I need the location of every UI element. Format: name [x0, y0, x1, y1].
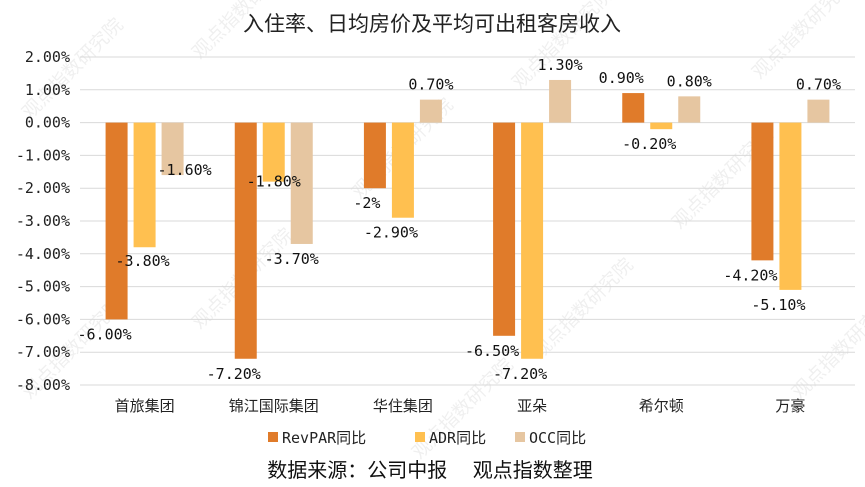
- bar: [521, 122, 544, 359]
- y-tick-label: -5.00%: [16, 278, 70, 296]
- y-tick-label: -4.00%: [16, 245, 70, 263]
- x-category-label: 首旅集团: [115, 397, 175, 415]
- legend-swatch: [268, 432, 278, 442]
- legend-label: OCC同比: [529, 429, 586, 447]
- x-category-label: 万豪: [775, 397, 805, 415]
- data-label: -2.90%: [364, 224, 418, 242]
- legend-item: ADR同比: [415, 429, 486, 447]
- x-category-label: 希尔顿: [639, 397, 684, 415]
- bar: [262, 122, 285, 182]
- data-label: -4.20%: [723, 266, 777, 284]
- data-label: -5.10%: [751, 296, 805, 314]
- data-label: -1.80%: [247, 173, 301, 191]
- x-category-label: 锦江国际集团: [229, 397, 319, 415]
- y-tick-label: -7.00%: [16, 343, 70, 361]
- legend-label: RevPAR同比: [282, 429, 366, 447]
- x-axis: 首旅集团 锦江国际集团 华住集团 亚朵 希尔顿 万豪: [115, 397, 806, 415]
- data-label: -7.20%: [207, 365, 261, 383]
- data-label: -7.20%: [493, 365, 547, 383]
- plot-area: [105, 79, 830, 359]
- bar: [751, 122, 774, 261]
- y-tick-label: 2.00%: [25, 48, 70, 66]
- data-label: -1.60%: [157, 161, 211, 179]
- legend-item: OCC同比: [515, 429, 586, 447]
- bar: [549, 79, 572, 123]
- bar: [234, 122, 257, 359]
- bar: [622, 93, 645, 123]
- legend-label: ADR同比: [429, 429, 486, 447]
- bar: [391, 122, 414, 218]
- data-label: -2%: [353, 194, 380, 212]
- bar: [419, 99, 442, 123]
- data-label: -6.50%: [465, 342, 519, 360]
- data-label: -3.80%: [115, 252, 169, 270]
- data-label: 1.30%: [538, 56, 583, 74]
- data-label: -6.00%: [77, 325, 131, 343]
- watermark-text: 观点指数研究院: [748, 0, 858, 84]
- chart-title: 入住率、日均房价及平均可出租客房收入: [243, 12, 621, 36]
- x-category-label: 亚朵: [517, 397, 547, 415]
- bar: [105, 122, 128, 320]
- legend-swatch: [515, 432, 525, 442]
- bar: [807, 99, 830, 123]
- y-tick-label: 1.00%: [25, 81, 70, 99]
- y-axis: 2.00% 1.00% 0.00% -1.00% -2.00% -3.00% -4.00% -…: [16, 48, 70, 394]
- bar: [363, 122, 386, 189]
- source-note: 数据来源：公司中报 观点指数整理: [267, 458, 592, 482]
- y-tick-label: -8.00%: [16, 376, 70, 394]
- bar: [779, 122, 802, 290]
- gridlines: [80, 56, 855, 386]
- data-label: 0.70%: [408, 76, 453, 94]
- bar: [650, 122, 673, 130]
- data-label: 0.90%: [599, 69, 644, 87]
- legend-swatch: [415, 432, 425, 442]
- y-tick-label: -1.00%: [16, 146, 70, 164]
- bar: [290, 122, 313, 244]
- legend: RevPAR同比 ADR同比 OCC同比: [268, 429, 586, 447]
- y-tick-label: -6.00%: [16, 310, 70, 328]
- legend-item: RevPAR同比: [268, 429, 366, 447]
- data-label: 0.80%: [667, 72, 712, 90]
- y-tick-label: 0.00%: [25, 114, 70, 132]
- bar: [161, 122, 184, 176]
- watermark-text: 观点指数研究院: [18, 14, 128, 124]
- x-category-label: 华住集团: [373, 397, 433, 415]
- data-label: 0.70%: [796, 76, 841, 94]
- y-tick-label: -2.00%: [16, 179, 70, 197]
- bar: [133, 122, 156, 248]
- data-label: -0.20%: [622, 135, 676, 153]
- watermark-text: 观点指数研究院: [528, 254, 638, 364]
- bar: [678, 96, 701, 123]
- data-label: -3.70%: [265, 250, 319, 268]
- data-labels: -6.00% -7.20% -2% -6.50% 0.90% -4.20% -3.80% -1…: [77, 56, 841, 383]
- y-tick-label: -3.00%: [16, 212, 70, 230]
- bar: [493, 122, 516, 336]
